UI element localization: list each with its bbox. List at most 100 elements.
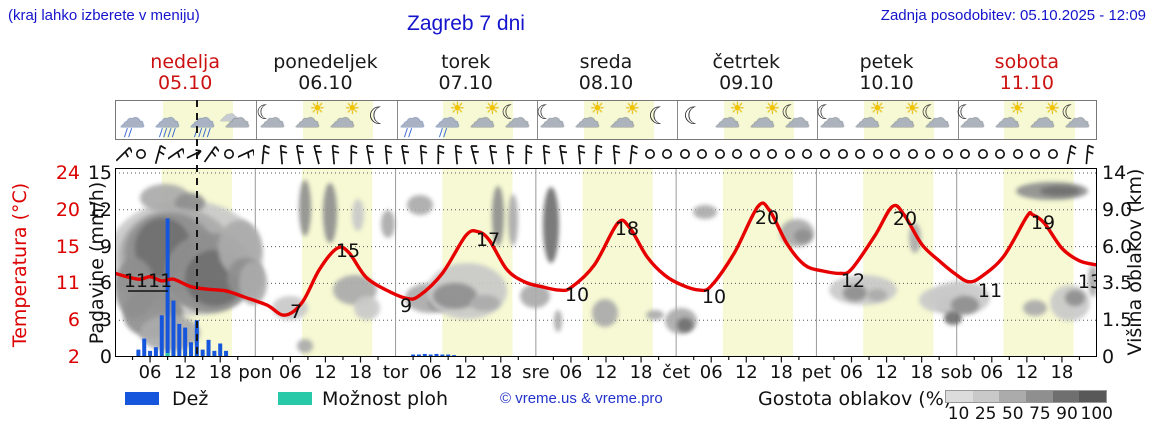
cloud-cover-blob (520, 284, 550, 308)
temperature-label: 11 (978, 280, 1002, 302)
moon-cloud-icon: ☁ (259, 104, 285, 134)
moon-icon: ☾ (501, 100, 519, 124)
rain-legend-swatch (125, 392, 159, 405)
weather-icon-moon-cloud: ☾ ☁ (816, 101, 851, 139)
precipitation-bar (218, 343, 223, 357)
wind-calm-icon (992, 141, 1010, 167)
day-name: četrtek (712, 51, 781, 73)
day-labels-row: nedelja 05.10 ponedeljek 06.10 torek 07.10 sre… (115, 52, 1097, 94)
wind-calm-icon (957, 141, 975, 167)
sun-icon: ☀ (449, 99, 465, 119)
day-label: petek 10.10 (816, 52, 956, 94)
copyright-link[interactable]: © vreme.us & vreme.pro (500, 390, 663, 407)
day-label: nedelja 05.10 (115, 52, 255, 94)
day-label: sobota 11.10 (957, 52, 1097, 94)
weather-icon-moon-cloud: ☾ ☁ (781, 101, 816, 139)
day-abbrev-label: tor (382, 362, 409, 383)
sun-cloud-icon: ☁ (574, 104, 600, 134)
wind-barb-icon (413, 141, 431, 167)
sun-icon: ☀ (904, 99, 920, 119)
precipitation-bar (153, 347, 158, 357)
weather-icon-moon-cloud: ☾ ☁ (501, 101, 536, 139)
moon-cloud-icon: ☁ (504, 104, 530, 134)
daytime-band (443, 101, 514, 139)
weather-icon-strip: ☁ || ☁ |||| ☁ |||| ☁ ☁ ☾ ☁ ☀ ☁ ☀ ☁ ☾ ☁ || ☀ ☁ || ☀ ☁ ☾ ☁ ☾ ☁ ☀ ☁ ☀ ☁ ☾… (115, 100, 1097, 140)
cloud-cover-blob (508, 194, 518, 246)
hour-label: 18 (349, 362, 372, 383)
moon-cloud-icon: ☁ (1064, 104, 1090, 134)
day-label: torek 07.10 (396, 52, 536, 94)
hour-label: 12 (594, 362, 618, 383)
shower-legend-swatch (278, 392, 312, 405)
cloud-cover-blob (867, 289, 887, 301)
wind-barb-icon (150, 141, 168, 167)
cloud-cover-blob (381, 210, 395, 238)
wind-calm-icon (904, 141, 922, 167)
daytime-band (302, 168, 373, 357)
wind-barb-icon (115, 141, 133, 167)
daytime-band (583, 101, 654, 139)
day-date: 08.10 (578, 72, 634, 94)
hour-label: 12 (1015, 362, 1039, 383)
precip-axis-tick: 15 (87, 162, 112, 184)
sun-cloud-icon: ☁ (994, 104, 1020, 134)
hour-label: 18 (489, 362, 513, 383)
moon-cloud-icon: ☁ (924, 104, 950, 134)
cloud-density-tick: 100 (1080, 404, 1113, 424)
cloud-axis-tick: 14 (1102, 162, 1127, 184)
hour-label: 06 (419, 362, 443, 383)
wind-calm-icon (641, 141, 659, 167)
cloud-axis-tick: 0 (1102, 346, 1115, 368)
precipitation-bar (416, 354, 421, 357)
cloud-cover-blob (470, 295, 500, 311)
weather-icon-moon: ☾ (361, 101, 396, 139)
temperature-label: 18 (615, 218, 639, 240)
moon-cloud-icon: ☁ (784, 104, 810, 134)
sun-icon: ☀ (729, 99, 745, 119)
cloud-cover-blob (299, 180, 311, 236)
legend-row: Dež Možnost ploh © vreme.us & vreme.pro … (0, 388, 1152, 428)
meteogram-chart: 1111 7 15 9 17 10 18 10 20 12 20 11 19 13 (115, 168, 1097, 363)
wind-barb-icon (1062, 141, 1080, 167)
precip-axis-tick: 9 (99, 235, 112, 258)
cloud-cover-blob (297, 339, 313, 353)
wind-calm-icon (676, 141, 694, 167)
wind-barb-icon (518, 141, 536, 167)
precip-axis-tick: 0 (99, 346, 112, 368)
weather-icon-rain-heavy: ☁ |||| (154, 104, 180, 138)
moon-icon: ☾ (816, 100, 834, 124)
wind-calm-icon (711, 141, 729, 167)
weather-icon-moon-cloud: ☾ ☁ (921, 101, 956, 139)
sun-icon: ☀ (764, 99, 780, 119)
cloud-density-swatch (1026, 391, 1053, 402)
wind-calm-icon (694, 141, 712, 167)
cloud-cover-blob (492, 186, 504, 246)
temp-axis-tick: 11 (55, 272, 80, 295)
cloud-density-tick: 50 (1001, 404, 1024, 424)
temperature-label: 7 (290, 301, 302, 323)
cloud-cover-blob (944, 311, 962, 325)
wind-barb-icon (238, 141, 256, 167)
wind-calm-icon (133, 141, 151, 167)
precipitation-bar (142, 338, 147, 357)
daytime-band (582, 168, 653, 357)
cloud-density-tick: 25 (974, 404, 997, 424)
sun-cloud-icon: ☁ (1029, 104, 1055, 134)
day-date: 06.10 (298, 72, 353, 94)
cloud-density-scale (945, 390, 1107, 403)
day-name: ponedeljek (273, 51, 378, 73)
precipitation-bar (136, 349, 141, 357)
day-name: nedelja (150, 51, 220, 73)
hour-label: 12 (875, 362, 899, 383)
cloud-axis-tick: 3.5 (1102, 272, 1133, 295)
wind-barb-icon (203, 141, 221, 167)
cloud-icon: ☁ (219, 102, 239, 126)
moon-icon: ☾ (368, 102, 390, 130)
sun-cloud-icon: ☁ (749, 104, 775, 134)
day-separator (256, 101, 258, 139)
temperature-label: 20 (893, 208, 917, 230)
sun-cloud-icon: ☁ (609, 104, 635, 134)
wind-calm-icon (834, 141, 852, 167)
cloud-density-tick: 90 (1056, 404, 1078, 424)
sun-cloud-icon: ☁ (889, 104, 915, 134)
